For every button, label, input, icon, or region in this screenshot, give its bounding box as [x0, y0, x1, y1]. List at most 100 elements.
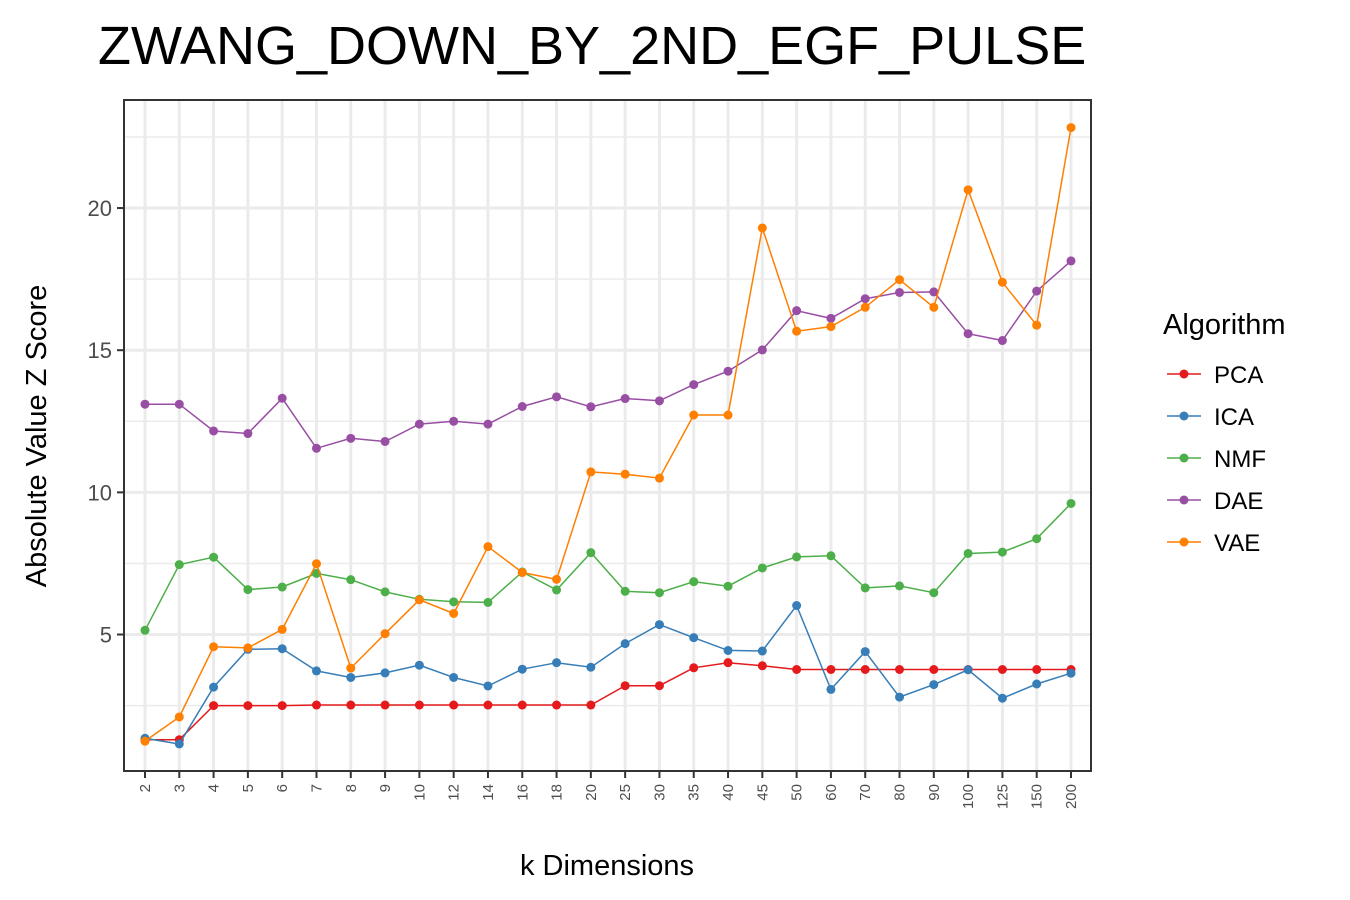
point-pca — [552, 700, 562, 710]
point-nmf — [552, 585, 562, 595]
point-pca — [895, 664, 905, 674]
point-nmf — [929, 588, 939, 598]
point-nmf — [586, 548, 596, 558]
point-nmf — [792, 552, 802, 562]
x-tick-label: 4 — [206, 784, 223, 792]
point-pca — [1032, 664, 1042, 674]
point-vae — [997, 277, 1007, 287]
point-dae — [963, 329, 973, 339]
point-ica — [311, 666, 321, 676]
point-vae — [517, 568, 527, 578]
legend-label-nmf: NMF — [1214, 446, 1266, 473]
point-nmf — [1066, 498, 1076, 508]
x-tick-label: 20 — [583, 784, 600, 801]
point-ica — [174, 739, 184, 749]
point-pca — [414, 700, 424, 710]
point-dae — [517, 401, 527, 411]
x-tick-label: 30 — [651, 784, 668, 801]
x-tick-label: 100 — [960, 784, 977, 809]
x-tick-label: 10 — [411, 784, 428, 801]
point-vae — [552, 574, 562, 584]
point-ica — [929, 680, 939, 690]
line-nmf — [144, 502, 1072, 631]
point-vae — [140, 736, 150, 746]
point-ica — [723, 645, 733, 655]
point-dae — [1032, 286, 1042, 296]
series-ica — [140, 601, 1076, 749]
legend-label-dae: DAE — [1214, 488, 1263, 515]
plot-border — [123, 99, 1092, 772]
point-dae — [243, 429, 253, 439]
point-vae — [792, 326, 802, 336]
line-pca — [145, 661, 1071, 741]
point-ica — [517, 664, 527, 674]
point-dae — [483, 419, 493, 429]
point-ica — [895, 692, 905, 702]
point-ica — [552, 658, 562, 668]
point-ica — [414, 660, 424, 670]
point-ica — [277, 644, 287, 654]
point-vae — [929, 302, 939, 312]
point-ica — [826, 684, 836, 694]
point-pca — [997, 664, 1007, 674]
point-dae — [140, 399, 150, 409]
y-tick-label: 20 — [88, 196, 112, 221]
point-dae — [414, 419, 424, 429]
point-pca — [929, 664, 939, 674]
x-axis-title: k Dimensions — [520, 850, 694, 882]
y-tick-label: 15 — [88, 338, 112, 363]
x-tick-label: 6 — [274, 784, 291, 792]
point-ica — [620, 639, 630, 649]
point-ica — [380, 668, 390, 678]
point-dae — [895, 287, 905, 297]
point-pca — [654, 681, 664, 691]
y-tick-label: 5 — [100, 623, 112, 648]
x-tick-label: 50 — [789, 784, 806, 801]
point-nmf — [620, 586, 630, 596]
point-vae — [757, 223, 767, 233]
chart-title: ZWANG_DOWN_BY_2ND_EGF_PULSE — [98, 16, 1086, 76]
x-tick-label: 125 — [994, 784, 1011, 809]
point-nmf — [689, 577, 699, 587]
x-axis: 2 3 4 5 6 7 8 9 10 12 14 16 18 20 25 30 35 40 45 50 60 70 80 90… — [137, 771, 1080, 809]
x-tick-label: 45 — [754, 784, 771, 801]
minor-gridlines — [124, 136, 1091, 707]
legend-label-vae: VAE — [1214, 530, 1260, 557]
point-pca — [792, 664, 802, 674]
point-ica — [654, 620, 664, 630]
point-pca — [860, 664, 870, 674]
point-nmf — [654, 588, 664, 598]
point-vae — [1032, 320, 1042, 330]
x-tick-label: 25 — [617, 784, 634, 801]
x-tick-label: 8 — [343, 784, 360, 792]
point-nmf — [997, 547, 1007, 557]
point-vae — [380, 629, 390, 639]
x-tick-label: 40 — [720, 784, 737, 801]
point-dae — [620, 394, 630, 404]
point-pca — [346, 700, 356, 710]
point-vae — [243, 643, 253, 653]
point-vae — [586, 467, 596, 477]
point-pca — [380, 700, 390, 710]
point-nmf — [860, 583, 870, 593]
point-pca — [620, 681, 630, 691]
point-dae — [792, 306, 802, 316]
legend: Algorithm PCA ICA NMF DAE VAE — [1163, 309, 1286, 557]
legend-point-nmf — [1179, 453, 1189, 463]
series-nmf — [140, 498, 1076, 635]
point-vae — [311, 559, 321, 569]
legend-label-pca: PCA — [1214, 362, 1263, 389]
point-nmf — [723, 581, 733, 591]
x-tick-label: 12 — [446, 784, 463, 801]
y-axis-title: Absolute Value Z Score — [21, 285, 53, 588]
point-nmf — [380, 587, 390, 597]
x-tick-label: 70 — [857, 784, 874, 801]
x-tick-label: 7 — [308, 784, 325, 792]
point-nmf — [140, 625, 150, 635]
point-pca — [483, 700, 493, 710]
line-dae — [145, 260, 1072, 450]
line-ica — [144, 603, 1072, 745]
point-dae — [346, 433, 356, 443]
point-vae — [860, 302, 870, 312]
point-ica — [586, 662, 596, 672]
